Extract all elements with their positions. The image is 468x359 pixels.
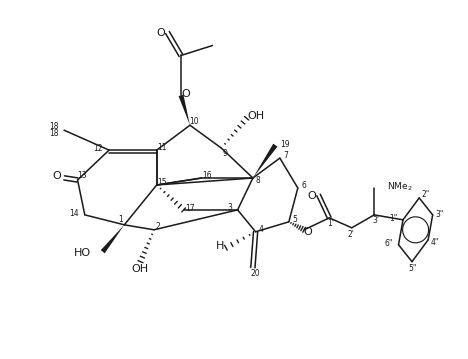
Text: O: O <box>156 28 165 38</box>
Text: 18: 18 <box>50 129 59 138</box>
Text: 9: 9 <box>222 149 227 158</box>
Text: 2': 2' <box>347 230 354 239</box>
Text: O: O <box>52 171 61 181</box>
Text: 5": 5" <box>409 264 417 273</box>
Polygon shape <box>179 95 190 125</box>
Text: 16: 16 <box>202 171 212 181</box>
Text: 3': 3' <box>373 216 380 225</box>
Text: OH: OH <box>131 264 148 274</box>
Text: 18: 18 <box>50 122 59 131</box>
Text: 10: 10 <box>190 117 199 126</box>
Text: 8: 8 <box>256 176 260 185</box>
Text: 15: 15 <box>157 178 167 187</box>
Text: O: O <box>308 191 316 201</box>
Text: O: O <box>182 89 190 99</box>
Text: 13: 13 <box>77 171 87 180</box>
Text: OH: OH <box>247 111 264 121</box>
Text: 4": 4" <box>431 238 439 247</box>
Text: 1: 1 <box>118 215 124 224</box>
Text: 3": 3" <box>435 210 444 219</box>
Text: 6": 6" <box>384 239 393 248</box>
Text: H: H <box>216 241 224 251</box>
Text: 2: 2 <box>156 222 161 231</box>
Polygon shape <box>101 225 124 253</box>
Text: 20: 20 <box>250 270 260 279</box>
Text: 7: 7 <box>283 151 288 160</box>
Text: 1': 1' <box>328 219 335 228</box>
Text: 14: 14 <box>69 209 79 218</box>
Text: 5: 5 <box>292 215 297 224</box>
Text: 6: 6 <box>301 181 306 190</box>
Text: NMe$_2$: NMe$_2$ <box>387 180 412 192</box>
Text: 17: 17 <box>185 204 194 213</box>
Text: O: O <box>303 227 312 237</box>
Text: 2": 2" <box>422 190 430 199</box>
Text: 3: 3 <box>227 203 233 212</box>
Text: 19: 19 <box>280 140 289 149</box>
Text: 11: 11 <box>157 143 167 152</box>
Text: 4: 4 <box>258 225 263 234</box>
Text: 1": 1" <box>389 214 397 223</box>
Polygon shape <box>253 144 278 178</box>
Text: HO: HO <box>74 248 91 257</box>
Text: 12: 12 <box>94 144 103 153</box>
